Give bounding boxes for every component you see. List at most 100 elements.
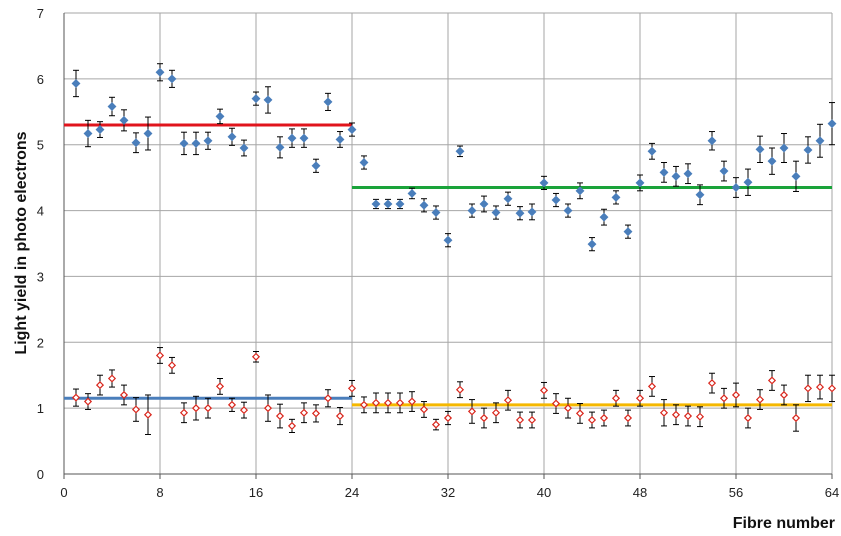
upper-data-point	[311, 161, 321, 171]
upper-data-point	[143, 129, 153, 138]
upper-data-point	[431, 208, 441, 217]
lower-data-point	[215, 382, 225, 391]
lower-data-point	[371, 398, 381, 407]
lower-data-point	[791, 413, 801, 423]
upper-data-point	[83, 129, 93, 138]
upper-data-point	[587, 239, 597, 249]
upper-data-point	[167, 74, 177, 84]
lower-data-point	[443, 413, 453, 423]
lower-data-point	[779, 390, 789, 400]
upper-data-point	[479, 199, 489, 209]
lower-data-point	[239, 406, 249, 415]
upper-data-point	[215, 111, 225, 121]
upper-data-point	[263, 95, 273, 105]
upper-data-point	[803, 145, 813, 155]
lower-data-point	[407, 397, 417, 406]
upper-data-point	[443, 235, 453, 245]
upper-data-point	[335, 134, 345, 144]
lower-data-point	[635, 394, 645, 403]
upper-data-point	[191, 138, 201, 148]
upper-data-point	[707, 136, 717, 146]
lower-data-point	[455, 385, 465, 394]
x-tick-label: 8	[156, 485, 163, 500]
upper-data-point	[407, 189, 417, 198]
lower-data-point	[395, 398, 405, 407]
upper-data-point	[275, 142, 285, 152]
y-tick-label: 0	[37, 467, 44, 482]
upper-data-point	[635, 178, 645, 188]
upper-data-point	[527, 207, 537, 217]
x-tick-label: 40	[537, 485, 551, 500]
x-tick-label: 56	[729, 485, 743, 500]
upper-data-point	[323, 97, 333, 107]
upper-data-point	[731, 183, 741, 192]
lower-data-point	[203, 404, 213, 413]
upper-data-point	[131, 138, 141, 148]
lower-data-point	[743, 413, 753, 423]
upper-data-point	[683, 169, 693, 179]
lower-data-point	[527, 415, 537, 425]
lower-data-point	[695, 412, 705, 421]
upper-data-point	[815, 136, 825, 146]
upper-data-point	[251, 94, 261, 104]
upper-data-point	[299, 133, 309, 143]
lower-data-point	[323, 394, 333, 403]
lower-data-point	[575, 409, 585, 418]
lower-data-point	[227, 400, 237, 409]
upper-data-point	[755, 144, 765, 154]
lower-data-point	[815, 383, 825, 392]
lower-data-point	[671, 410, 681, 419]
x-tick-label: 24	[345, 485, 359, 500]
lower-data-point	[299, 408, 309, 417]
lower-data-point	[83, 397, 93, 406]
x-tick-label: 0	[60, 485, 67, 500]
upper-data-point	[671, 171, 681, 181]
lower-data-point	[503, 396, 513, 405]
lower-data-point	[491, 408, 501, 417]
upper-data-point	[827, 119, 837, 129]
upper-data-point	[395, 199, 405, 209]
lower-data-point	[611, 394, 621, 403]
x-tick-label: 16	[249, 485, 263, 500]
upper-data-point	[95, 125, 105, 135]
upper-data-point	[203, 136, 213, 146]
lower-data-point	[155, 351, 165, 360]
lower-data-point	[755, 395, 765, 404]
lower-data-point	[287, 421, 297, 430]
upper-data-point	[71, 79, 81, 88]
lower-data-point	[659, 408, 669, 417]
upper-data-point	[455, 146, 465, 156]
lower-data-point	[587, 415, 597, 425]
y-tick-label: 1	[37, 401, 44, 416]
x-tick-label: 32	[441, 485, 455, 500]
upper-data-point	[347, 125, 357, 135]
upper-data-point	[779, 143, 789, 153]
x-axis-title: Fibre number	[733, 515, 835, 532]
lower-data-point	[803, 384, 813, 393]
upper-data-point	[659, 167, 669, 177]
lower-data-point	[827, 384, 837, 393]
upper-data-point	[503, 194, 513, 204]
upper-data-point	[719, 166, 729, 176]
lower-data-point	[275, 411, 285, 421]
lower-data-point	[179, 408, 189, 417]
lower-data-point	[143, 410, 153, 419]
lower-data-point	[647, 382, 657, 391]
lower-data-point	[251, 352, 261, 361]
lower-data-point	[311, 409, 321, 418]
upper-data-point	[179, 138, 189, 148]
lower-data-point	[167, 361, 177, 370]
y-tick-label: 4	[37, 204, 44, 219]
upper-data-point	[623, 227, 633, 237]
upper-data-point	[551, 195, 561, 205]
upper-data-point	[515, 208, 525, 218]
upper-data-point	[611, 192, 621, 202]
lower-data-point	[719, 394, 729, 403]
lower-data-point	[479, 413, 489, 423]
y-tick-label: 6	[37, 72, 44, 87]
upper-data-point	[491, 208, 501, 217]
upper-data-point	[791, 171, 801, 181]
y-tick-label: 3	[37, 269, 44, 284]
upper-data-point	[539, 178, 549, 188]
